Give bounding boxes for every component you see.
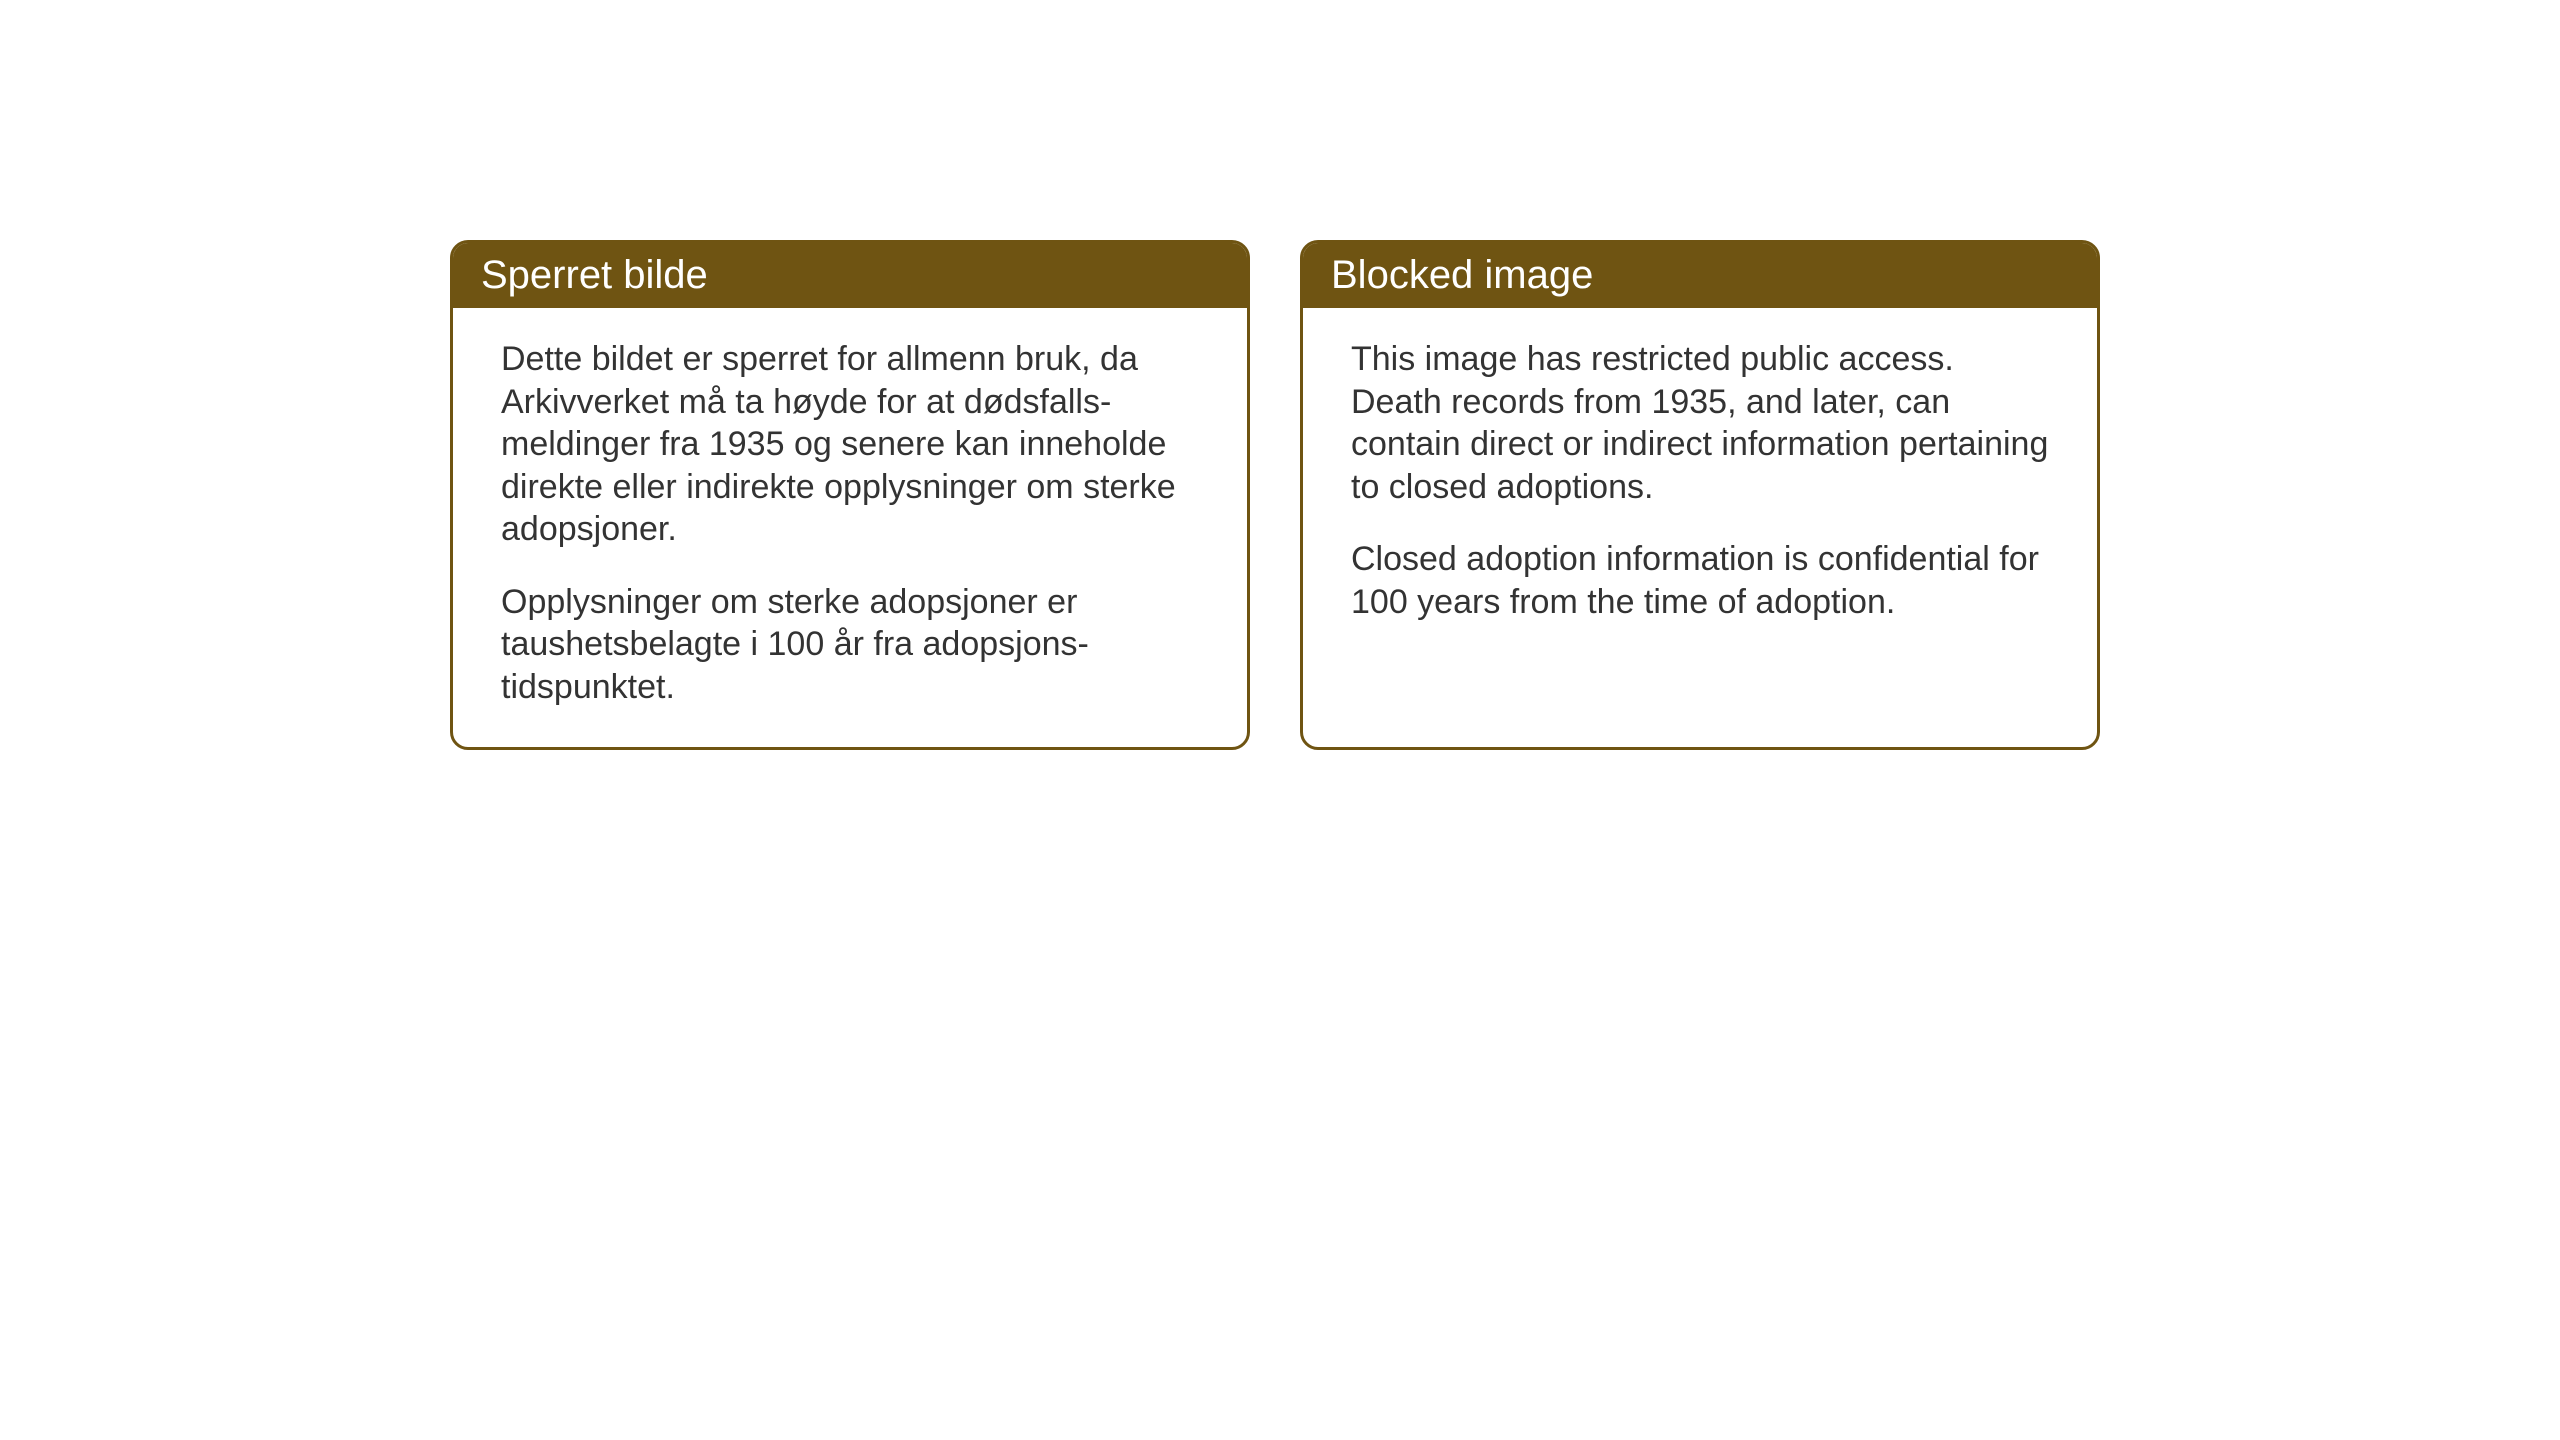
notice-body-english: This image has restricted public access.… bbox=[1303, 308, 2097, 653]
notice-paragraph-english-2: Closed adoption information is confident… bbox=[1351, 538, 2049, 623]
notice-title-english: Blocked image bbox=[1331, 253, 1593, 297]
notice-card-norwegian: Sperret bilde Dette bildet er sperret fo… bbox=[450, 240, 1250, 750]
notice-header-english: Blocked image bbox=[1303, 243, 2097, 308]
notice-paragraph-norwegian-1: Dette bildet er sperret for allmenn bruk… bbox=[501, 338, 1199, 551]
notice-paragraph-norwegian-2: Opplysninger om sterke adopsjoner er tau… bbox=[501, 581, 1199, 709]
notice-body-norwegian: Dette bildet er sperret for allmenn bruk… bbox=[453, 308, 1247, 738]
notice-card-english: Blocked image This image has restricted … bbox=[1300, 240, 2100, 750]
notice-title-norwegian: Sperret bilde bbox=[481, 253, 708, 297]
notice-header-norwegian: Sperret bilde bbox=[453, 243, 1247, 308]
notice-container: Sperret bilde Dette bildet er sperret fo… bbox=[450, 240, 2100, 750]
notice-paragraph-english-1: This image has restricted public access.… bbox=[1351, 338, 2049, 508]
